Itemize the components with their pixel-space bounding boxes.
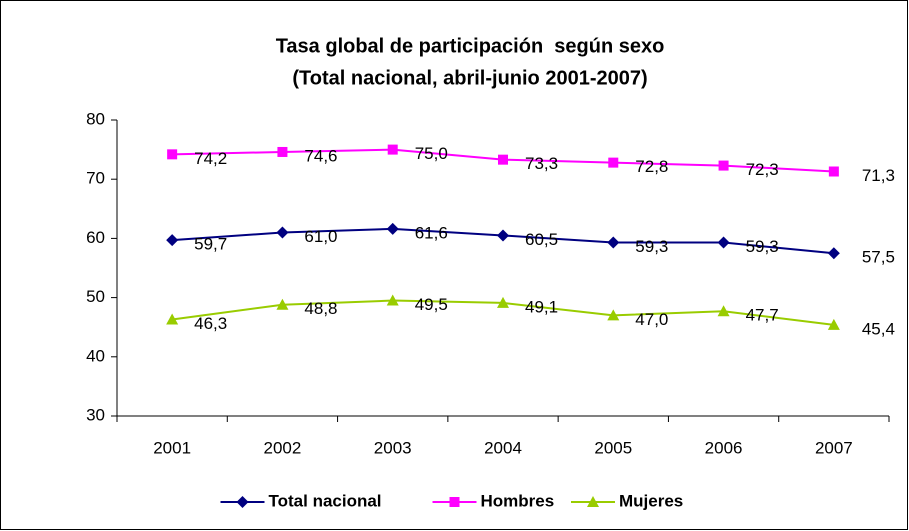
x-tick-label: 2007: [815, 438, 853, 457]
data-label: 60,5: [525, 230, 558, 249]
data-label: 47,0: [635, 310, 668, 329]
data-label: 45,4: [862, 319, 895, 338]
data-label: 59,7: [194, 235, 227, 254]
y-tick-label: 60: [86, 228, 105, 247]
x-tick-label: 2004: [484, 438, 522, 457]
legend-marker: [587, 496, 599, 507]
legend-marker: [236, 496, 249, 508]
legend-text: Mujeres: [619, 491, 683, 510]
data-point: [166, 234, 179, 247]
y-tick-label: 30: [86, 405, 105, 424]
y-tick-label: 40: [86, 346, 105, 365]
y-tick-label: 80: [86, 109, 105, 128]
data-label: 72,3: [746, 160, 779, 179]
chart-subtitle: (Total nacional, abril-junio 2001-2007): [292, 67, 647, 89]
chart-title: Tasa global de participación según sexo: [276, 35, 665, 57]
data-point: [386, 294, 399, 306]
data-point: [167, 149, 178, 160]
data-label: 47,7: [746, 306, 779, 325]
data-label: 59,3: [746, 237, 779, 256]
data-point: [277, 146, 288, 157]
legend-marker: [449, 497, 460, 507]
data-point: [497, 229, 509, 242]
data-point: [276, 298, 289, 310]
data-label: 73,3: [525, 154, 558, 173]
data-label: 46,3: [194, 314, 227, 333]
data-label: 71,3: [862, 166, 895, 185]
data-point: [827, 318, 840, 330]
data-label: 74,2: [194, 149, 227, 168]
legend-text: Total nacional: [269, 491, 382, 510]
data-point: [387, 144, 398, 155]
legend-text: Hombres: [481, 491, 555, 510]
data-label: 48,8: [304, 299, 337, 318]
data-label: 61,0: [304, 227, 337, 246]
data-point: [718, 160, 729, 171]
x-tick-label: 2005: [594, 438, 632, 457]
data-label: 49,5: [415, 295, 448, 314]
y-tick-label: 50: [86, 287, 105, 306]
data-label: 61,6: [415, 223, 448, 242]
data-point: [386, 222, 399, 235]
data-label: 74,6: [304, 146, 337, 165]
x-tick-label: 2003: [374, 438, 412, 457]
data-label: 75,0: [415, 144, 448, 163]
x-tick-label: 2001: [153, 438, 191, 457]
data-point: [608, 157, 619, 168]
data-label: 57,5: [862, 248, 895, 267]
x-tick-label: 2002: [264, 438, 302, 457]
data-point: [166, 313, 179, 325]
data-point: [607, 309, 620, 321]
data-point: [827, 247, 840, 260]
data-point: [828, 166, 839, 177]
data-label: 59,3: [635, 237, 668, 256]
data-label: 49,1: [525, 297, 558, 316]
data-point: [717, 236, 730, 249]
data-point: [497, 296, 509, 308]
x-tick-label: 2006: [705, 438, 743, 457]
data-point: [276, 226, 289, 239]
data-point: [717, 305, 730, 317]
data-label: 72,8: [635, 157, 668, 176]
data-point: [498, 154, 508, 165]
y-tick-label: 70: [86, 169, 105, 188]
data-point: [607, 236, 620, 249]
